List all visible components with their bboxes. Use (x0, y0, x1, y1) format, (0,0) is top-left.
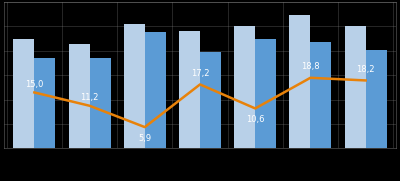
Bar (290, 15, 310, 148)
Bar (345, 26, 366, 148)
Bar (234, 26, 255, 148)
Bar (200, 52, 221, 148)
Bar (90, 58, 110, 148)
Bar (179, 31, 200, 148)
Text: 5,9: 5,9 (138, 134, 151, 143)
Text: 18,8: 18,8 (301, 62, 320, 71)
Bar (34, 58, 55, 148)
Bar (366, 50, 387, 148)
Bar (255, 39, 276, 148)
Text: 15,0: 15,0 (25, 80, 44, 89)
Text: 10,6: 10,6 (246, 115, 264, 124)
Bar (145, 32, 166, 148)
Text: 17,2: 17,2 (191, 69, 209, 78)
Bar (13, 39, 34, 148)
Bar (124, 24, 145, 148)
Bar (310, 42, 332, 148)
Bar (68, 45, 90, 148)
Text: 18,2: 18,2 (356, 65, 375, 74)
Text: 11,2: 11,2 (80, 93, 99, 102)
